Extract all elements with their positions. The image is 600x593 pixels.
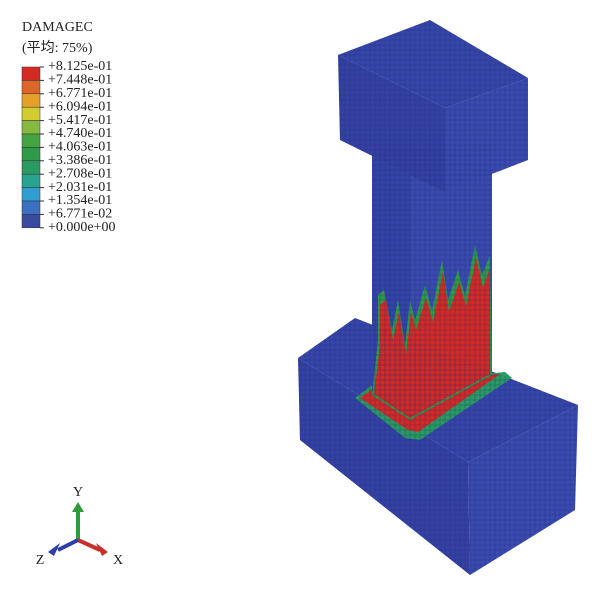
legend-swatch (21, 214, 41, 229)
triad-y-label: Y (73, 485, 83, 500)
triad: Y X Z (36, 485, 123, 568)
legend-label: +2.708e-01 (48, 166, 112, 181)
legend-label: +1.354e-01 (48, 193, 112, 208)
triad-x-label: X (113, 553, 123, 568)
legend-swatch (21, 66, 41, 81)
x-axis-arrow (77, 538, 101, 552)
legend-subtitle: (平均: 75%) (22, 40, 93, 56)
legend-label: +6.094e-01 (48, 99, 112, 114)
legend-swatch (21, 80, 41, 95)
legend-label: +4.063e-01 (48, 140, 112, 155)
legend-swatch (21, 173, 41, 188)
y-arrow-head (72, 502, 84, 512)
legend-label: +2.031e-01 (48, 180, 112, 195)
z-axis-arrow (57, 538, 79, 552)
triad-z-label: Z (36, 553, 45, 568)
legend-swatch (21, 93, 41, 108)
legend-title: DAMAGEC (22, 20, 93, 35)
legend-swatch (21, 200, 41, 215)
legend-label: +8.125e-01 (48, 59, 112, 74)
legend-label: +3.386e-01 (48, 153, 112, 168)
legend-swatch (21, 133, 41, 148)
legend-label: +5.417e-01 (48, 113, 112, 128)
legend-swatch (21, 160, 41, 175)
legend: +8.125e-01+7.448e-01+6.771e-01+6.094e-01… (21, 59, 116, 235)
legend-swatch (21, 147, 41, 162)
legend-label: +7.448e-01 (48, 73, 112, 88)
legend-label: +6.771e-02 (48, 207, 112, 222)
mesh-overlay (298, 20, 578, 575)
legend-swatch (21, 187, 41, 202)
z-arrow-head (48, 543, 60, 556)
legend-swatch (21, 106, 41, 121)
legend-label: +0.000e+00 (48, 220, 116, 235)
model (298, 20, 578, 575)
x-arrow-head (96, 543, 108, 556)
legend-label: +6.771e-01 (48, 86, 112, 101)
legend-swatch (21, 120, 41, 135)
legend-label: +4.740e-01 (48, 126, 112, 141)
